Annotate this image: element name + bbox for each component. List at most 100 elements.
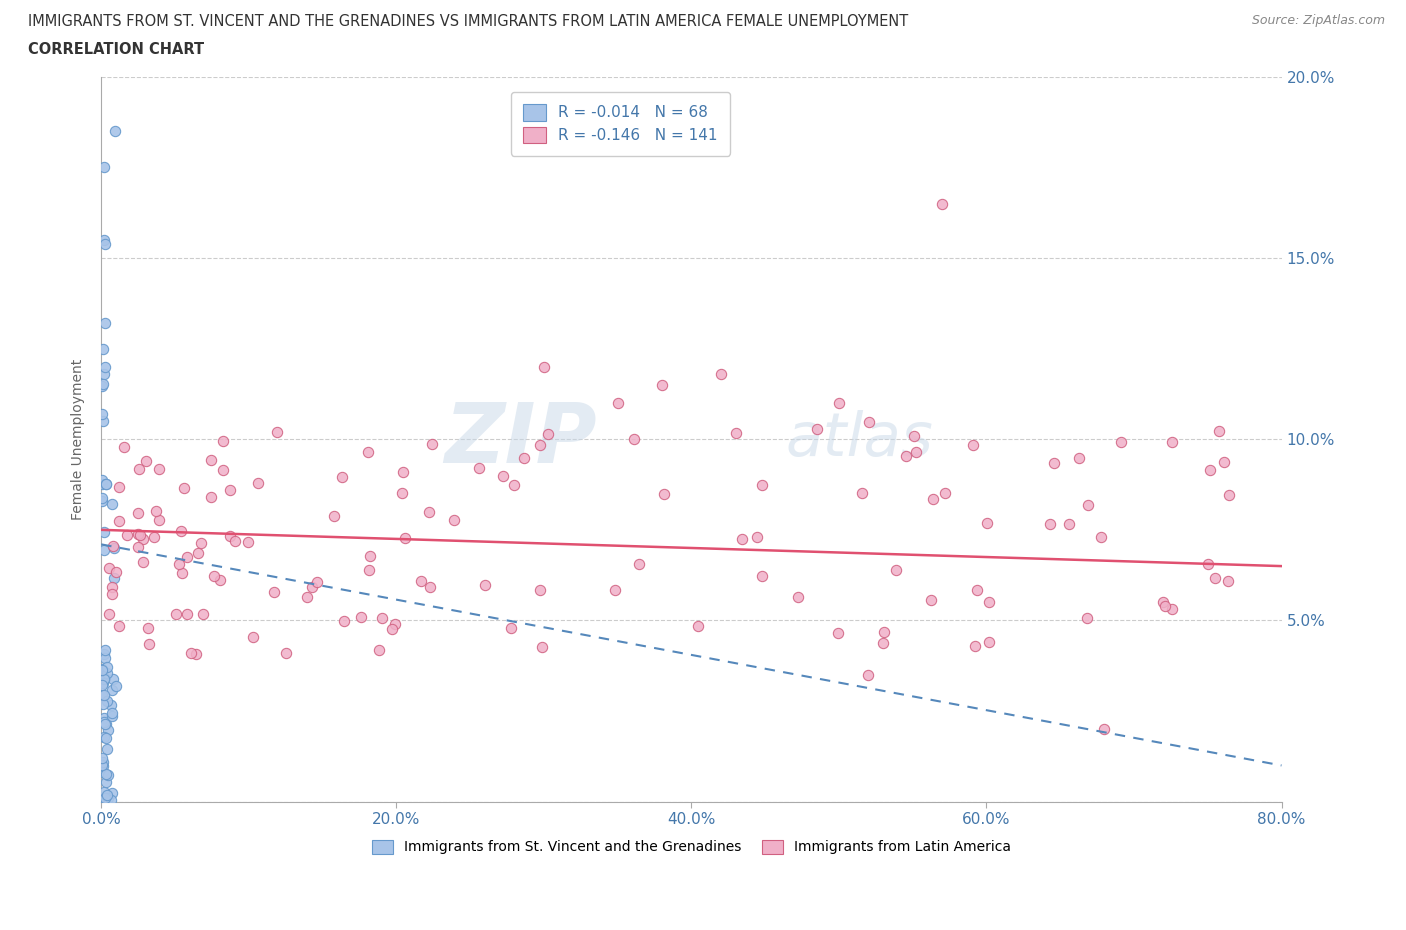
Point — [394, 530, 416, 545]
Point — [96, 716, 118, 731]
Point — [91, 757, 114, 772]
Point — [112, 440, 135, 455]
Point — [236, 535, 259, 550]
Point — [91, 477, 114, 492]
Point — [93, 714, 115, 729]
Point — [276, 645, 298, 660]
Point — [371, 610, 394, 625]
Point — [1069, 450, 1091, 465]
Point — [724, 426, 747, 441]
Point — [851, 485, 873, 500]
Point — [1154, 598, 1177, 613]
Point — [420, 436, 443, 451]
Point — [368, 643, 391, 658]
Point — [922, 492, 945, 507]
Point — [931, 196, 953, 211]
Point — [91, 754, 114, 769]
Point — [1199, 463, 1222, 478]
Point — [97, 606, 120, 621]
Point — [173, 481, 195, 496]
Point — [93, 542, 115, 557]
Point — [127, 539, 149, 554]
Point — [492, 469, 515, 484]
Point — [148, 461, 170, 476]
Point — [467, 460, 489, 475]
Point — [1057, 516, 1080, 531]
Point — [533, 359, 555, 374]
Point — [96, 742, 118, 757]
Point — [966, 583, 988, 598]
Point — [93, 671, 115, 685]
Point — [94, 793, 117, 808]
Point — [94, 790, 117, 805]
Point — [108, 479, 131, 494]
Point — [1109, 434, 1132, 449]
Point — [654, 486, 676, 501]
Text: atlas: atlas — [786, 410, 934, 469]
Point — [142, 529, 165, 544]
Point — [529, 583, 551, 598]
Point — [165, 607, 187, 622]
Point — [211, 462, 233, 477]
Point — [751, 477, 773, 492]
Point — [246, 475, 269, 490]
Point — [1160, 435, 1182, 450]
Point — [91, 494, 114, 509]
Point — [93, 687, 115, 702]
Point — [419, 579, 441, 594]
Point — [200, 490, 222, 505]
Point — [200, 453, 222, 468]
Point — [963, 639, 986, 654]
Text: CORRELATION CHART: CORRELATION CHART — [28, 42, 204, 57]
Point — [97, 561, 120, 576]
Point — [94, 775, 117, 790]
Point — [979, 594, 1001, 609]
Point — [333, 614, 356, 629]
Point — [1197, 557, 1219, 572]
Point — [266, 424, 288, 439]
Point — [115, 527, 138, 542]
Point — [873, 625, 896, 640]
Point — [91, 379, 114, 393]
Point — [91, 406, 114, 421]
Point — [710, 366, 733, 381]
Point — [167, 557, 190, 572]
Point — [105, 565, 128, 579]
Point — [242, 630, 264, 644]
Point — [93, 236, 115, 251]
Point — [136, 620, 159, 635]
Point — [91, 697, 114, 711]
Text: Source: ZipAtlas.com: Source: ZipAtlas.com — [1251, 14, 1385, 27]
Point — [903, 429, 925, 444]
Point — [96, 693, 118, 708]
Point — [350, 609, 373, 624]
Point — [94, 476, 117, 491]
Point — [91, 414, 114, 429]
Point — [1153, 595, 1175, 610]
Point — [896, 449, 918, 464]
Point — [392, 465, 415, 480]
Point — [93, 647, 115, 662]
Point — [138, 637, 160, 652]
Point — [1161, 602, 1184, 617]
Point — [307, 575, 329, 590]
Point — [1216, 573, 1239, 588]
Point — [101, 579, 124, 594]
Point — [103, 570, 125, 585]
Point — [135, 454, 157, 469]
Point — [884, 562, 907, 577]
Point — [148, 512, 170, 527]
Point — [108, 618, 131, 633]
Point — [211, 433, 233, 448]
Point — [96, 730, 118, 745]
Point — [91, 661, 114, 676]
Point — [100, 792, 122, 807]
Point — [91, 758, 114, 773]
Point — [91, 687, 114, 702]
Point — [94, 789, 117, 804]
Point — [187, 546, 209, 561]
Point — [384, 617, 406, 631]
Text: ZIP: ZIP — [444, 399, 598, 480]
Point — [101, 539, 124, 554]
Point — [391, 485, 413, 500]
